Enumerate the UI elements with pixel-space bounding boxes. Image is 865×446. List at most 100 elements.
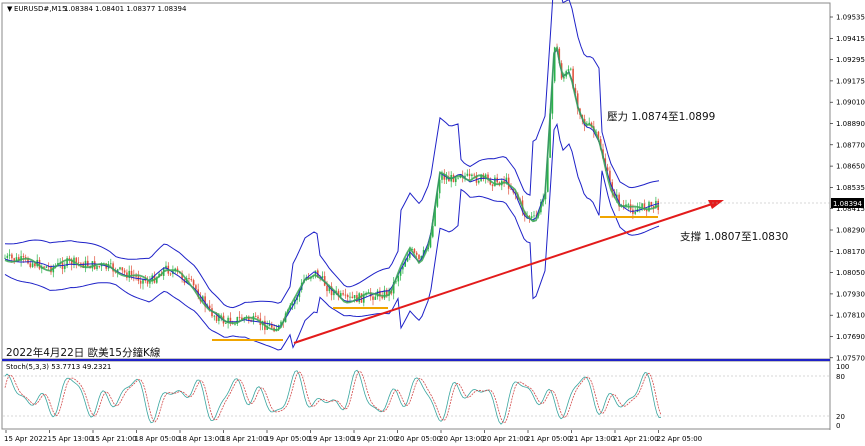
bollinger-upper bbox=[4, 0, 660, 309]
price-tick-label: 1.07690 bbox=[836, 333, 865, 341]
moving-average bbox=[4, 45, 660, 331]
candle-body bbox=[374, 296, 377, 300]
uptrend-line[interactable] bbox=[293, 203, 713, 344]
candle-body bbox=[551, 81, 554, 114]
candle-body bbox=[119, 267, 121, 270]
candle-body bbox=[372, 296, 374, 300]
candle-body bbox=[627, 204, 630, 206]
candle-body bbox=[346, 294, 349, 298]
candle-body bbox=[116, 269, 119, 273]
candle-body bbox=[514, 192, 517, 195]
support-annotation: 支撐 1.0807至1.0830 bbox=[680, 230, 788, 243]
candle-body bbox=[20, 256, 22, 261]
stoch-level-0: 0 bbox=[836, 422, 840, 430]
price-tick-label: 1.08890 bbox=[836, 120, 865, 128]
candle-body bbox=[349, 296, 351, 298]
candle-body bbox=[82, 263, 84, 268]
candle-body bbox=[8, 254, 11, 256]
candle-body bbox=[652, 205, 655, 208]
stoch-main-line bbox=[4, 369, 662, 425]
price-tick-label: 1.09010 bbox=[836, 99, 865, 107]
candle-body bbox=[335, 290, 337, 292]
candle-body bbox=[574, 88, 577, 94]
stoch-signal-line bbox=[4, 370, 662, 424]
candle-body bbox=[406, 257, 409, 262]
candle-body bbox=[432, 225, 434, 237]
candle-body bbox=[484, 174, 487, 178]
candle-body bbox=[524, 211, 526, 217]
candle-body bbox=[443, 174, 446, 180]
candle-body bbox=[360, 293, 363, 303]
candle-body bbox=[448, 177, 450, 182]
candle-body bbox=[135, 275, 137, 277]
candle-body bbox=[64, 266, 66, 269]
candle-body bbox=[215, 315, 218, 322]
candle-body bbox=[494, 177, 496, 187]
candle-body bbox=[142, 278, 144, 284]
candle-body bbox=[70, 259, 73, 265]
candle-body bbox=[11, 254, 13, 259]
time-tick-label: 15 Apr 21:00 bbox=[91, 435, 137, 443]
candle-body bbox=[641, 203, 643, 208]
candle-body bbox=[567, 69, 570, 72]
candle-body bbox=[66, 258, 68, 267]
candle-body bbox=[123, 270, 126, 273]
candle-body bbox=[27, 258, 29, 264]
candle-body bbox=[457, 177, 459, 179]
candle-body bbox=[388, 289, 390, 296]
symbol-dropdown-icon[interactable]: ▼ bbox=[7, 5, 13, 13]
candle-body bbox=[75, 257, 78, 263]
candle-body bbox=[415, 252, 418, 255]
price-tick-label: 1.09415 bbox=[836, 35, 865, 43]
candle-body bbox=[4, 257, 6, 259]
candle-body bbox=[330, 286, 333, 296]
candle-body bbox=[68, 258, 71, 260]
candle-body bbox=[337, 290, 340, 297]
candle-body bbox=[80, 262, 82, 264]
price-tick-label: 1.09295 bbox=[836, 56, 865, 64]
candle-body bbox=[195, 285, 197, 290]
time-tick-label: 18 Apr 13:00 bbox=[178, 435, 224, 443]
candle-body bbox=[227, 317, 229, 323]
candle-body bbox=[298, 289, 301, 298]
candle-body bbox=[570, 68, 572, 70]
candle-body bbox=[491, 184, 494, 187]
candle-body bbox=[22, 256, 25, 258]
candle-body bbox=[441, 174, 443, 180]
candle-body bbox=[236, 316, 239, 324]
candle-body bbox=[112, 263, 114, 272]
panel-splitter[interactable] bbox=[2, 359, 830, 361]
price-axis[interactable]: 1.09535 1.09415 1.09295 1.09175 1.09010 1.088… bbox=[830, 14, 865, 363]
time-tick-label: 22 Apr 05:00 bbox=[657, 435, 703, 443]
candle-body bbox=[563, 76, 565, 79]
candle-body bbox=[277, 325, 280, 330]
candle-body bbox=[413, 249, 416, 253]
candle-body bbox=[434, 206, 436, 226]
time-tick-label: 15 Apr 2022 bbox=[4, 435, 47, 443]
candle-body bbox=[149, 281, 151, 284]
current-price-value: 1.08394 bbox=[833, 200, 862, 208]
candle-body bbox=[321, 276, 324, 279]
candle-body bbox=[455, 178, 457, 183]
candle-body bbox=[381, 296, 383, 299]
uptrend-arrowhead bbox=[708, 200, 724, 209]
candle-body bbox=[268, 323, 271, 327]
candle-body bbox=[24, 257, 27, 259]
candle-body bbox=[429, 236, 432, 248]
chart-caption: 2022年4月22日 歐美15分鐘K線 bbox=[6, 346, 161, 359]
candle-body bbox=[625, 204, 627, 207]
time-tick-label: 21 Apr 05:00 bbox=[526, 435, 572, 443]
candle-body bbox=[45, 266, 48, 268]
price-tick-label: 1.08170 bbox=[836, 248, 865, 256]
price-tick-label: 1.09535 bbox=[836, 14, 865, 22]
price-tick-label: 1.08050 bbox=[836, 269, 865, 277]
candle-body bbox=[43, 266, 45, 268]
candle-body bbox=[13, 258, 15, 262]
candle-body bbox=[383, 289, 386, 299]
time-tick-label: 18 Apr 05:00 bbox=[135, 435, 181, 443]
candle-body bbox=[130, 270, 133, 276]
candle-body bbox=[475, 175, 478, 183]
candle-body bbox=[31, 263, 34, 267]
